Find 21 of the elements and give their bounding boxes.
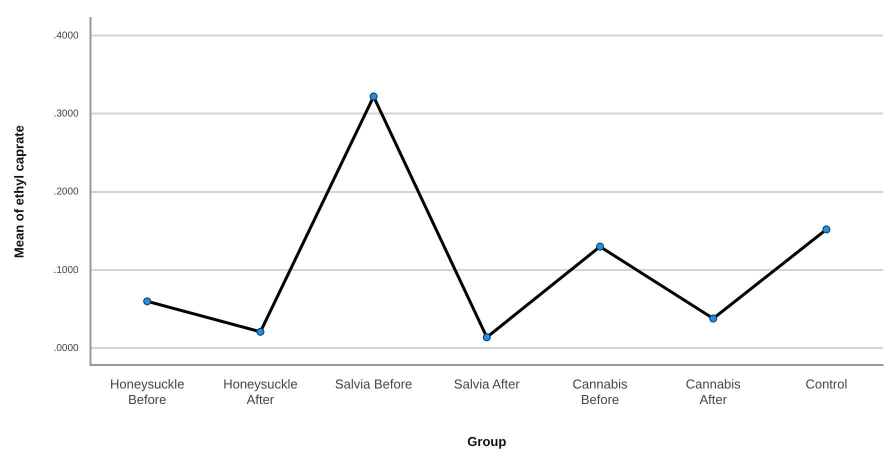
x-tick-label: Cannabis Before bbox=[572, 376, 628, 408]
y-tick-label: .4000 bbox=[54, 30, 80, 42]
point bbox=[143, 297, 152, 306]
x-tick-label: Salvia After bbox=[454, 376, 520, 392]
x-tick-label: Honeysuckle After bbox=[223, 376, 298, 408]
x-tick-label: Control bbox=[805, 376, 848, 392]
x-tick-label: Salvia Before bbox=[334, 376, 412, 392]
point bbox=[482, 333, 491, 342]
x-axis-title: Group bbox=[467, 434, 506, 449]
y-tick-label: .0000 bbox=[54, 342, 80, 354]
y-tick-label: .1000 bbox=[54, 264, 80, 276]
point bbox=[709, 314, 718, 323]
point bbox=[256, 328, 264, 336]
y-axis-title: Mean of ethyl caprate bbox=[11, 125, 26, 258]
x-tick-label: Cannabis After bbox=[686, 376, 742, 408]
x-tick-label: Honeysuckle Before bbox=[110, 376, 184, 408]
y-tick-label: .2000 bbox=[54, 186, 80, 198]
point bbox=[822, 225, 830, 234]
point bbox=[596, 242, 604, 251]
y-tick-label: .3000 bbox=[54, 108, 80, 120]
point bbox=[370, 92, 378, 101]
